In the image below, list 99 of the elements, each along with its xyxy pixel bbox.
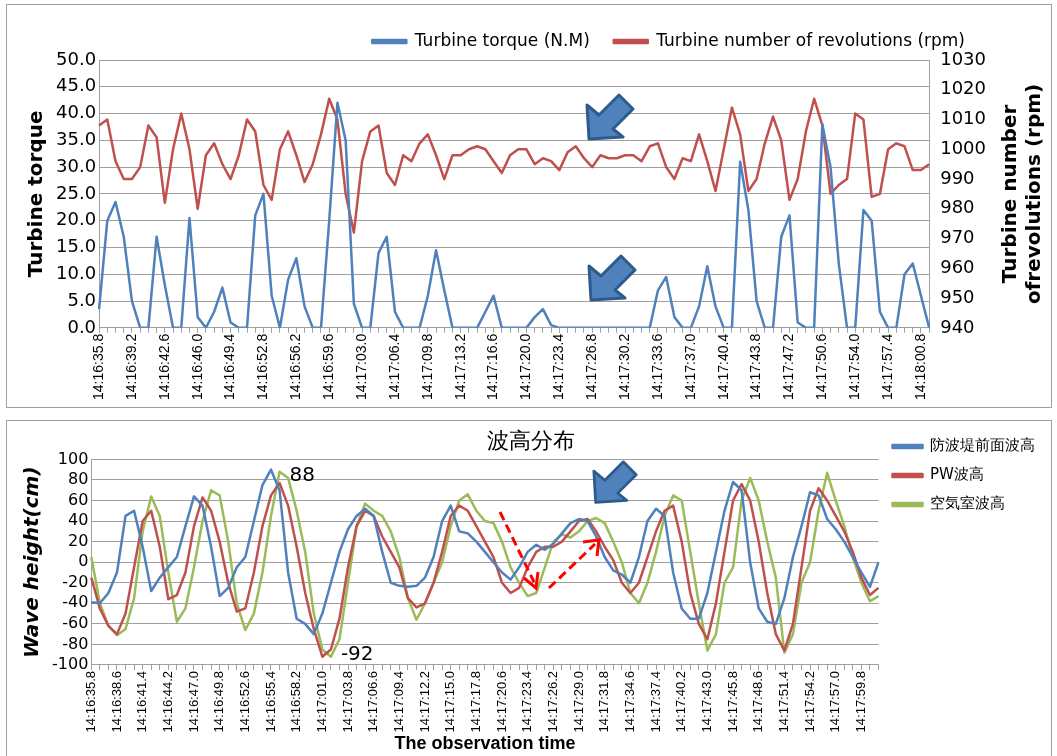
x-tick-label: 14:16:59.6 <box>320 333 337 400</box>
x-tick-label: 14:17:01.0 <box>313 670 329 733</box>
x-tick-label: 14:17:57.4 <box>878 333 895 400</box>
x-tick-label: 14:17:43.8 <box>747 333 764 400</box>
x-tick-label: 14:17:29.0 <box>570 670 586 733</box>
x-tick-label: 14:17:12.2 <box>416 670 432 733</box>
y-tick-label: -20 <box>62 571 89 591</box>
x-tick-label: 14:17:59.8 <box>852 670 868 733</box>
y-tick-label: 40 <box>67 510 89 530</box>
x-tick-label: 14:17:54.2 <box>801 670 817 733</box>
x-tick-label: 14:16:44.2 <box>159 670 175 733</box>
x-tick-label: 14:16:41.4 <box>134 670 150 733</box>
x-tick-label: 14:17:09.8 <box>418 333 435 400</box>
y-tick-label: 35.0 <box>56 128 97 150</box>
x-tick-label: 14:16:46.0 <box>188 333 205 400</box>
x-tick-label: 14:17:31.8 <box>596 670 612 733</box>
y-tick-label: 15.0 <box>56 235 97 257</box>
x-tick-label: 14:17:40.4 <box>714 333 731 400</box>
y-tick-label: 20 <box>67 530 89 550</box>
x-tick-label: 14:17:23.4 <box>550 333 567 400</box>
y-tick-label: 60 <box>67 489 89 509</box>
y2-tick-label: 940 <box>940 315 975 337</box>
legend-label: 空気室波高 <box>930 494 1005 513</box>
y-tick-label: 40.0 <box>56 101 97 123</box>
x-tick-label: 14:17:03.8 <box>339 670 355 733</box>
x-axis-title: The observation time <box>394 733 576 754</box>
y2-tick-label: 1010 <box>940 107 986 129</box>
y2-tick-label: 970 <box>940 226 975 248</box>
x-tick-label: 14:16:55.4 <box>262 670 278 733</box>
x-tick-label: 14:16:47.0 <box>185 670 201 733</box>
x-tick-label: 14:17:26.2 <box>544 670 560 733</box>
y2-tick-label: 990 <box>940 166 975 188</box>
data-label: -92 <box>340 640 374 665</box>
x-tick-label: 14:17:37.4 <box>647 670 663 733</box>
legend-label: PW波高 <box>930 465 984 484</box>
y-tick-label: 100 <box>57 448 89 468</box>
x-tick-label: 14:17:37.0 <box>681 333 698 400</box>
y-tick-label: -60 <box>62 613 89 632</box>
y-tick-label: 0 <box>78 551 89 571</box>
x-tick-label: 14:17:45.8 <box>724 670 740 733</box>
x-tick-label: 14:17:20.6 <box>493 670 509 733</box>
y-tick-label: -80 <box>62 633 89 653</box>
y2-tick-label: 950 <box>940 285 975 307</box>
y-tick-label: 50.0 <box>56 47 97 69</box>
legend-label: Turbine number of revolutions (rpm) <box>655 29 966 50</box>
y2-tick-label: 980 <box>940 196 975 218</box>
x-tick-label: 14:17:34.6 <box>621 670 637 733</box>
x-tick-label: 14:17:48.6 <box>750 670 766 733</box>
x-tick-label: 14:17:43.0 <box>698 670 714 733</box>
y-tick-label: 30.0 <box>56 154 97 176</box>
x-tick-label: 14:16:38.6 <box>108 670 124 733</box>
y2-axis-title: Turbine number ofrevolutions (rpm) <box>997 83 1046 305</box>
y2-tick-label: 960 <box>940 255 975 277</box>
x-tick-label: 14:16:35.8 <box>82 670 98 733</box>
x-tick-label: 14:17:17.8 <box>467 670 483 733</box>
data-label: 88 <box>289 461 316 486</box>
x-tick-label: 14:16:49.4 <box>221 333 238 400</box>
x-tick-label: 14:17:47.2 <box>780 333 797 400</box>
x-tick-label: 14:17:26.8 <box>583 333 600 400</box>
x-tick-label: 14:17:57.0 <box>827 670 843 733</box>
y-tick-label: -40 <box>62 592 89 612</box>
x-tick-label: 14:17:30.2 <box>615 333 632 400</box>
x-tick-label: 14:16:58.2 <box>288 670 304 733</box>
x-tick-label: 14:16:56.2 <box>287 333 304 400</box>
y-tick-label: 80 <box>67 469 89 489</box>
y-tick-label: 10.0 <box>56 261 97 283</box>
y-tick-label: 45.0 <box>56 74 97 96</box>
x-tick-label: 14:17:23.4 <box>519 670 535 733</box>
legend-label: Turbine torque (N.M) <box>413 29 590 50</box>
y-tick-label: 20.0 <box>56 208 97 230</box>
y-tick-label: 5.0 <box>67 288 97 310</box>
x-tick-label: 14:18:00.8 <box>911 333 928 400</box>
x-tick-label: 14:17:03.0 <box>352 333 369 400</box>
x-tick-label: 14:16:49.8 <box>211 670 227 733</box>
x-tick-label: 14:17:40.2 <box>673 670 689 733</box>
x-tick-label: 14:16:52.8 <box>254 333 271 400</box>
x-tick-label: 14:17:50.6 <box>813 333 830 400</box>
y2-tick-label: 1030 <box>940 47 986 69</box>
y-tick-label: 25.0 <box>56 181 97 203</box>
y2-tick-label: 1000 <box>940 136 986 158</box>
x-tick-label: 14:16:39.2 <box>122 333 139 400</box>
y2-tick-label: 1020 <box>940 77 986 99</box>
y-axis-title: Turbine torque <box>23 110 48 278</box>
x-tick-label: 14:17:16.6 <box>484 333 501 400</box>
x-tick-label: 14:17:54.0 <box>846 333 863 400</box>
x-tick-label: 14:16:35.8 <box>89 333 106 400</box>
legend-label: 防波堤前面波高 <box>930 436 1035 455</box>
x-tick-label: 14:17:51.4 <box>775 670 791 733</box>
x-tick-label: 14:17:06.6 <box>365 670 381 733</box>
x-tick-label: 14:17:33.6 <box>648 333 665 400</box>
chart-title: 波高分布 <box>487 427 575 453</box>
x-tick-label: 14:17:13.2 <box>451 333 468 400</box>
x-tick-label: 14:17:06.4 <box>385 333 402 400</box>
x-tick-label: 14:16:42.6 <box>155 333 172 400</box>
x-tick-label: 14:17:20.0 <box>517 333 534 400</box>
x-tick-label: 14:16:52.6 <box>236 670 252 733</box>
y-axis-title: Wave height(cm) <box>19 466 44 658</box>
x-tick-label: 14:17:15.0 <box>442 670 458 733</box>
x-tick-label: 14:17:09.4 <box>390 670 406 733</box>
